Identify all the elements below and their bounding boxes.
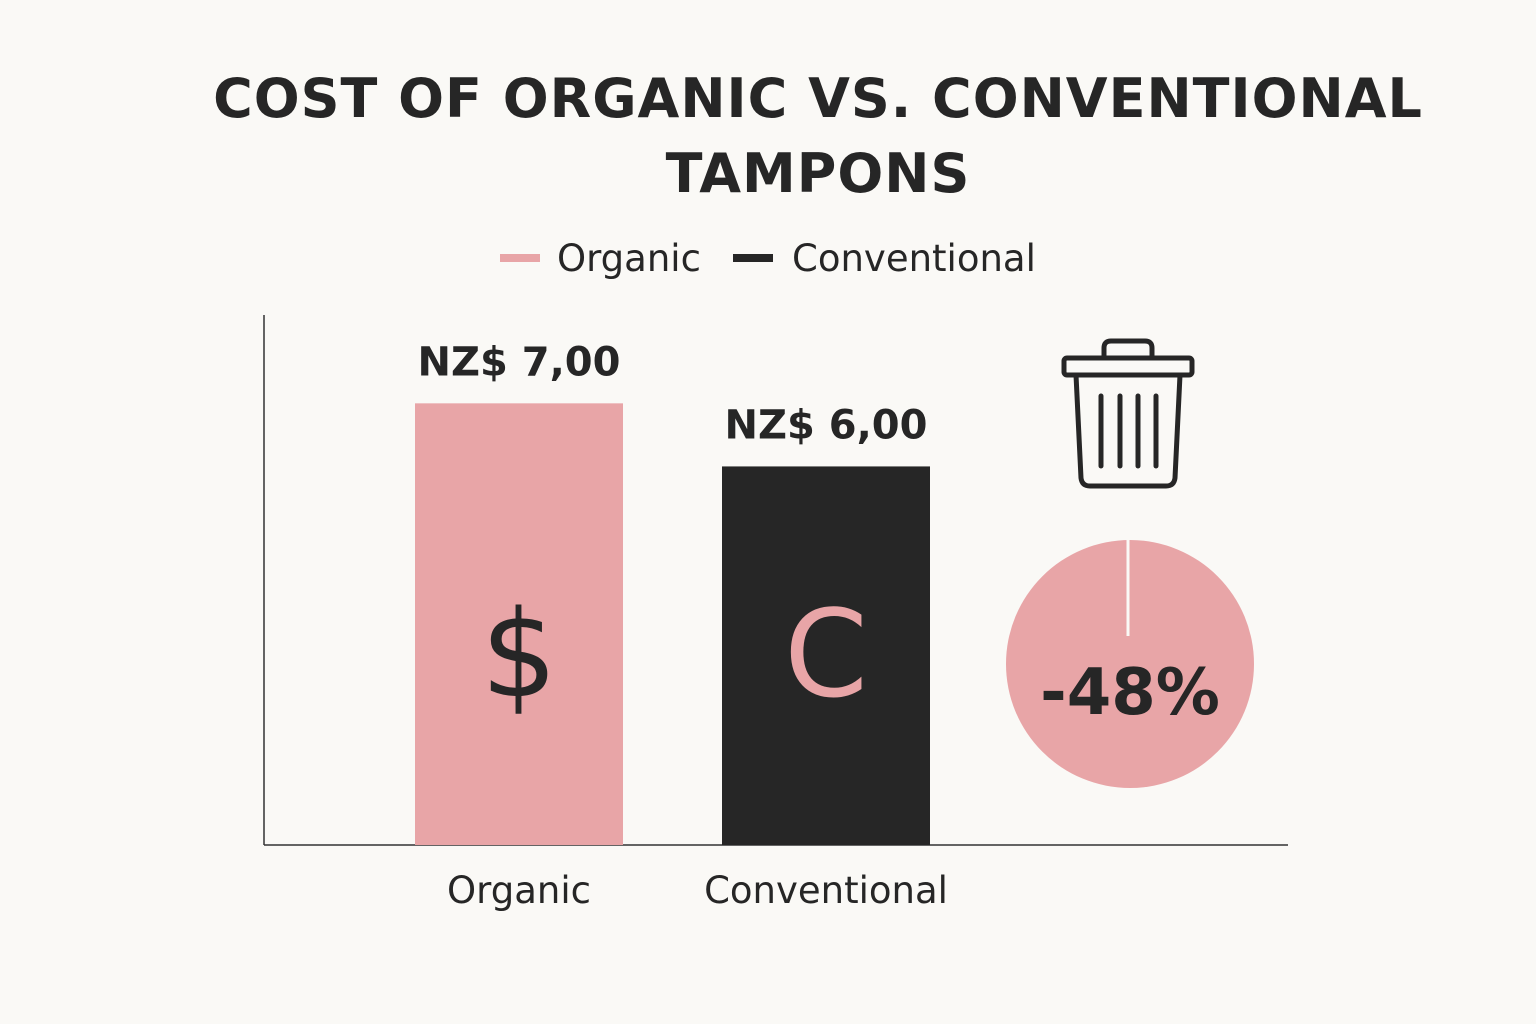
x-tick-label-organic: Organic [447,869,591,912]
pie-annotation: -48% [1006,540,1254,788]
bar-symbol-organic: $ [481,586,557,725]
bar-organic [415,403,623,845]
pie-label: -48% [1040,656,1220,730]
bars-group: NZ$ 7,00 $ Organic NZ$ 6,00 C Conventional [415,339,948,912]
chart-title-line-1: COST OF ORGANIC VS. CONVENTIONAL [213,67,1423,130]
legend-label-organic: Organic [557,237,701,280]
chart-title-line-2: TAMPONS [665,142,971,205]
trash-can-icon [1061,338,1195,489]
legend-swatch-conventional [733,254,773,262]
legend-label-conventional: Conventional [792,237,1036,280]
pie-slice [1006,540,1254,788]
bar-conventional [722,466,930,845]
bar-value-label-conventional: NZ$ 6,00 [725,402,928,448]
x-tick-label-conventional: Conventional [704,869,948,912]
legend-swatch-organic [500,254,540,262]
bar-symbol-conventional: C [784,586,868,725]
bar-value-label-organic: NZ$ 7,00 [418,339,621,385]
legend: Organic Conventional [500,237,1036,280]
